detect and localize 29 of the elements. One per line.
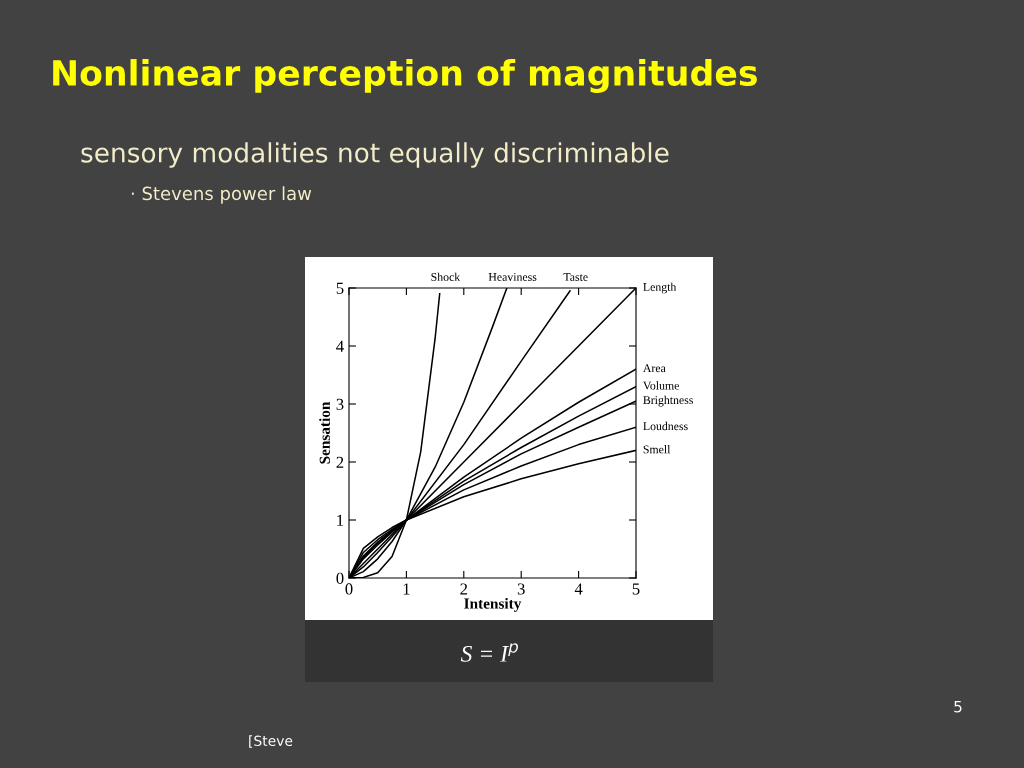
x-tick-label: 1 [403,583,410,595]
text: 5 [954,701,962,713]
y-tick-label: 4 [336,340,344,352]
text: [Steve [249,735,293,748]
legend-label: Brightness [643,395,693,407]
series-label: Heaviness [488,273,537,281]
x-tick-label: 2 [460,583,468,595]
series-label: Volume [643,381,679,390]
x-tick-label: 0 [345,583,353,595]
x-tick-label: 5 [632,583,640,595]
text: · Stevens power law [131,186,312,204]
series-label: Loudness [643,421,688,431]
series-label: Shock [431,272,461,281]
x-axis-title: Intensity [464,597,522,612]
chart-subtitle: sensory modalities not equally discriminable [81,142,669,168]
y-tick-label: 5 [336,282,344,294]
y-tick-label: 1 [337,514,344,526]
series-label: Area [643,364,666,373]
x-tick-label: 3 [517,583,525,595]
y-tick-label: 3 [336,398,344,410]
series-label: Smell [643,445,671,454]
x-tick-label: 4 [574,583,583,595]
series-label: Taste [563,273,588,281]
y-tick-label: 0 [336,572,344,584]
text: S = I$^{p}$ [460,643,518,662]
y-axis-title: Sensation [319,401,330,464]
chart-title: Nonlinear perception of magnitudes [53,59,757,93]
legend-label: Length [643,282,677,294]
y-tick-label: 2 [336,456,344,468]
